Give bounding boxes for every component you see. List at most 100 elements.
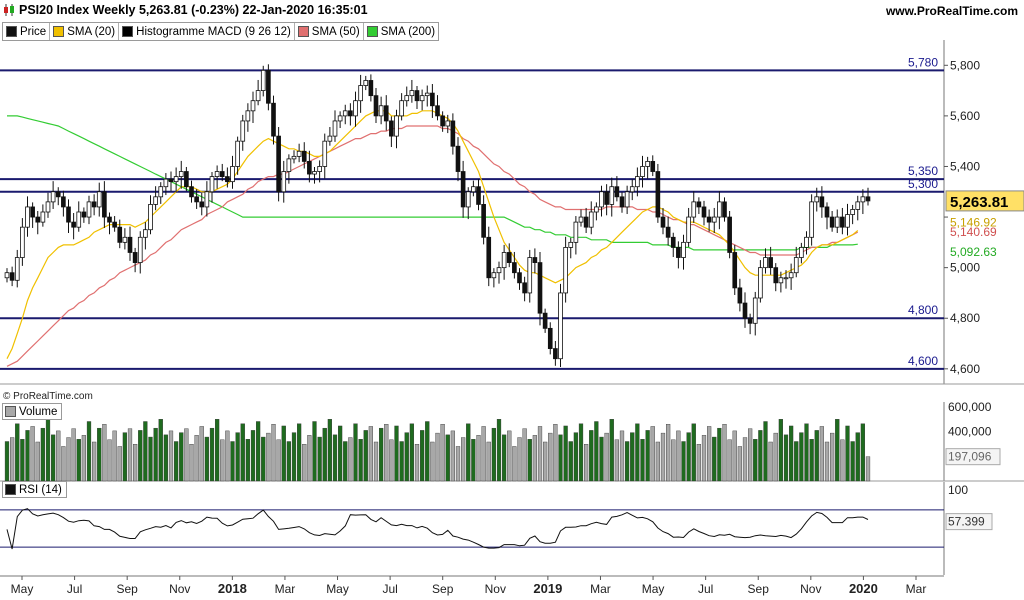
candle-body[interactable] bbox=[670, 236, 676, 248]
volume-bar[interactable] bbox=[512, 446, 517, 482]
candle-body[interactable] bbox=[460, 171, 466, 208]
volume-bar[interactable] bbox=[389, 439, 394, 482]
candle-body[interactable] bbox=[214, 171, 220, 177]
volume-bar[interactable] bbox=[840, 439, 845, 482]
candle-body[interactable] bbox=[40, 211, 46, 223]
volume-bar[interactable] bbox=[425, 421, 430, 482]
volume-bar[interactable] bbox=[476, 435, 481, 482]
candle-body[interactable] bbox=[281, 171, 287, 193]
legend-item[interactable]: SMA (50) bbox=[295, 23, 364, 40]
volume-bar[interactable] bbox=[471, 439, 476, 482]
volume-bar[interactable] bbox=[266, 432, 271, 482]
volume-bar[interactable] bbox=[584, 444, 589, 482]
candle-body[interactable] bbox=[783, 277, 789, 280]
candle-body[interactable] bbox=[91, 201, 97, 208]
candle-body[interactable] bbox=[732, 252, 738, 289]
volume-bar[interactable] bbox=[594, 421, 599, 482]
candle-body[interactable] bbox=[132, 252, 138, 263]
candle-body[interactable] bbox=[481, 204, 486, 238]
candle-body[interactable] bbox=[681, 241, 686, 258]
candle-body[interactable] bbox=[788, 272, 794, 279]
candle-body[interactable] bbox=[845, 214, 850, 228]
candle-body[interactable] bbox=[799, 247, 804, 258]
volume-bar[interactable] bbox=[742, 437, 748, 482]
candle-body[interactable] bbox=[809, 201, 814, 238]
volume-bar[interactable] bbox=[491, 427, 496, 482]
candle-body[interactable] bbox=[409, 90, 415, 97]
candle-body[interactable] bbox=[865, 196, 871, 202]
volume-bar[interactable] bbox=[158, 419, 163, 482]
candle-body[interactable] bbox=[158, 186, 164, 198]
volume-bar[interactable] bbox=[655, 441, 660, 482]
candle-body[interactable] bbox=[342, 110, 348, 117]
volume-bar[interactable] bbox=[61, 446, 66, 482]
candle-body[interactable] bbox=[563, 247, 568, 294]
candle-body[interactable] bbox=[414, 90, 420, 102]
candle-body[interactable] bbox=[455, 145, 461, 172]
volume-bar[interactable] bbox=[660, 432, 666, 482]
volume-bar[interactable] bbox=[86, 421, 92, 482]
volume-bar[interactable] bbox=[850, 441, 855, 482]
volume-bar[interactable] bbox=[384, 424, 389, 482]
volume-bar[interactable] bbox=[517, 437, 522, 482]
candle-body[interactable] bbox=[312, 171, 317, 175]
volume-bar[interactable] bbox=[163, 434, 168, 482]
candle-body[interactable] bbox=[450, 120, 456, 147]
volume-bar[interactable] bbox=[348, 437, 353, 482]
candle-body[interactable] bbox=[271, 102, 276, 137]
volume-bar[interactable] bbox=[307, 435, 312, 482]
volume-bar[interactable] bbox=[794, 441, 799, 482]
candle-body[interactable] bbox=[61, 196, 66, 208]
volume-bar[interactable] bbox=[179, 432, 184, 482]
candle-body[interactable] bbox=[758, 267, 763, 299]
volume-bar[interactable] bbox=[789, 425, 794, 482]
volume-bar[interactable] bbox=[10, 437, 15, 482]
volume-bar[interactable] bbox=[51, 434, 56, 482]
volume-bar[interactable] bbox=[420, 430, 425, 482]
volume-bar[interactable] bbox=[778, 419, 783, 482]
candle-body[interactable] bbox=[640, 166, 645, 177]
volume-bar[interactable] bbox=[865, 456, 871, 482]
candle-body[interactable] bbox=[86, 201, 92, 218]
volume-bar[interactable] bbox=[435, 432, 440, 482]
candle-body[interactable] bbox=[522, 282, 527, 294]
candle-body[interactable] bbox=[717, 201, 722, 218]
candle-body[interactable] bbox=[486, 236, 492, 279]
candle-body[interactable] bbox=[445, 120, 451, 127]
volume-bar[interactable] bbox=[322, 427, 327, 482]
volume-bar[interactable] bbox=[394, 425, 399, 482]
candle-body[interactable] bbox=[163, 178, 169, 188]
candle-body[interactable] bbox=[178, 171, 184, 177]
volume-bar[interactable] bbox=[676, 430, 681, 482]
candle-body[interactable] bbox=[45, 201, 51, 213]
volume-bar[interactable] bbox=[353, 423, 358, 482]
candle-body[interactable] bbox=[829, 216, 835, 228]
volume-bar[interactable] bbox=[302, 444, 307, 482]
volume-bar[interactable] bbox=[712, 436, 717, 482]
volume-bar[interactable] bbox=[56, 430, 61, 482]
candle-body[interactable] bbox=[768, 257, 773, 269]
candle-body[interactable] bbox=[266, 69, 271, 104]
candle-body[interactable] bbox=[568, 241, 574, 248]
volume-bar[interactable] bbox=[701, 435, 707, 482]
candle-body[interactable] bbox=[573, 221, 579, 243]
candle-body[interactable] bbox=[404, 95, 410, 102]
price-panel[interactable]: 4,600 4,800 5,000 5,400 5,600 5,800 5,780 5,350… bbox=[0, 40, 1024, 385]
candle-body[interactable] bbox=[394, 115, 399, 137]
volume-bar[interactable] bbox=[15, 423, 20, 482]
volume-bar[interactable] bbox=[97, 427, 102, 482]
candle-body[interactable] bbox=[665, 226, 671, 238]
volume-bar[interactable] bbox=[373, 441, 379, 482]
candle-body[interactable] bbox=[255, 90, 261, 102]
candle-body[interactable] bbox=[76, 211, 82, 228]
candle-body[interactable] bbox=[204, 191, 210, 208]
candle-body[interactable] bbox=[117, 226, 123, 243]
volume-bar[interactable] bbox=[666, 424, 671, 482]
volume-bar[interactable] bbox=[235, 432, 240, 482]
volume-bar[interactable] bbox=[20, 439, 25, 482]
candle-body[interactable] bbox=[855, 201, 861, 210]
candle-body[interactable] bbox=[834, 216, 840, 228]
candle-body[interactable] bbox=[578, 216, 584, 223]
candle-body[interactable] bbox=[860, 196, 866, 203]
candle-body[interactable] bbox=[527, 257, 533, 294]
